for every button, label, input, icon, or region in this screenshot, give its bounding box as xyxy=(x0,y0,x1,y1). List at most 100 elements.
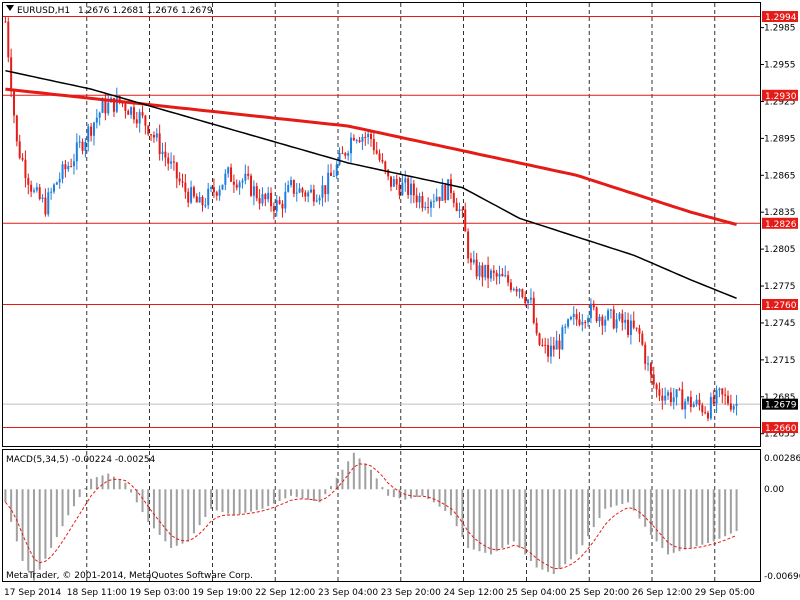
candle xyxy=(578,312,581,327)
macd-bar xyxy=(238,489,241,515)
candle xyxy=(661,388,664,410)
candle xyxy=(641,330,644,347)
price-tick-label: 1.2775 xyxy=(764,282,796,292)
candle xyxy=(604,315,607,333)
macd-bar xyxy=(107,473,110,490)
candle xyxy=(475,252,478,280)
candle xyxy=(327,164,330,202)
macd-bar xyxy=(358,458,361,490)
candle xyxy=(375,141,378,155)
candle xyxy=(187,188,190,208)
candle xyxy=(441,178,444,202)
candle xyxy=(55,181,58,186)
candle xyxy=(384,160,387,175)
macd-bar xyxy=(38,489,41,570)
candle xyxy=(312,184,315,207)
horizontal-levels[interactable] xyxy=(3,16,760,429)
candle xyxy=(175,161,178,189)
candle xyxy=(398,176,401,200)
macd-bar xyxy=(61,489,64,527)
candle xyxy=(509,278,512,293)
candle xyxy=(381,153,384,164)
macd-bar xyxy=(335,477,338,490)
candle xyxy=(655,382,658,398)
macd-bar xyxy=(352,452,355,490)
candle xyxy=(307,190,310,203)
candle xyxy=(212,178,215,198)
candle xyxy=(215,190,218,201)
price-tick-label: 1.2745 xyxy=(764,319,796,329)
candle xyxy=(535,317,538,336)
candle xyxy=(144,114,147,135)
macd-bar xyxy=(204,489,207,517)
candle xyxy=(601,314,604,335)
candle xyxy=(669,387,672,407)
time-axis-label: 24 Sep 12:00 xyxy=(444,588,504,598)
candle xyxy=(712,389,715,407)
candle xyxy=(727,390,730,406)
candle xyxy=(335,160,338,179)
candle xyxy=(152,131,155,143)
candle xyxy=(218,185,221,201)
price-tick-label: 1.2865 xyxy=(764,171,796,181)
macd-bar xyxy=(695,489,698,547)
candle xyxy=(247,165,250,180)
candle xyxy=(678,387,681,391)
candle xyxy=(107,93,110,116)
macd-bar xyxy=(210,489,213,509)
time-axis-label: 23 Sep 20:00 xyxy=(381,588,441,598)
macd-bar xyxy=(409,489,412,499)
level-label-box xyxy=(762,298,798,310)
macd-bar xyxy=(215,489,218,511)
macd-bar xyxy=(301,489,304,499)
macd-bar xyxy=(455,489,458,527)
candle xyxy=(235,179,238,191)
candle xyxy=(35,182,38,193)
macd-bar xyxy=(592,489,595,528)
macd-bar xyxy=(421,489,424,496)
candle xyxy=(429,199,432,217)
candle xyxy=(201,195,204,212)
candle xyxy=(52,183,55,194)
candle xyxy=(461,206,464,219)
macd-bar xyxy=(649,489,652,535)
candle xyxy=(281,200,284,218)
macd-bar xyxy=(387,489,390,496)
macd-bar xyxy=(95,477,98,490)
candle xyxy=(367,130,370,145)
macd-bar xyxy=(729,489,732,534)
candle xyxy=(687,395,690,405)
candle xyxy=(464,202,467,232)
candle xyxy=(324,185,327,203)
candle xyxy=(707,410,710,422)
macd-bar xyxy=(667,489,670,555)
candle xyxy=(732,403,735,413)
candle xyxy=(230,163,233,183)
candle xyxy=(261,187,264,207)
macd-bar xyxy=(621,489,624,504)
macd-bar xyxy=(604,489,607,509)
macd-axis-zero: 0.00 xyxy=(764,485,784,495)
candle xyxy=(341,146,344,155)
macd-bar xyxy=(32,489,35,581)
macd-bar xyxy=(55,489,58,538)
dropdown-triangle-icon[interactable] xyxy=(6,5,14,11)
candle xyxy=(681,381,684,410)
candle xyxy=(392,175,395,187)
macd-bar xyxy=(101,475,104,490)
candle xyxy=(427,197,430,214)
candle xyxy=(227,166,230,178)
candle xyxy=(78,135,81,148)
candle xyxy=(32,187,35,194)
candle xyxy=(164,142,167,167)
price-axis: 1.2985 1.2955 1.2925 1.2895 1.2865 1.2835 1.28… xyxy=(760,24,796,440)
candle xyxy=(518,288,521,299)
macd-bar xyxy=(255,489,258,511)
candle xyxy=(407,175,410,199)
time-axis-label: 17 Sep 2014 xyxy=(4,588,61,598)
level-label-text: 1.2660 xyxy=(765,424,797,434)
macd-bar xyxy=(415,489,418,498)
candle xyxy=(210,185,213,193)
macd-bar xyxy=(221,489,224,513)
